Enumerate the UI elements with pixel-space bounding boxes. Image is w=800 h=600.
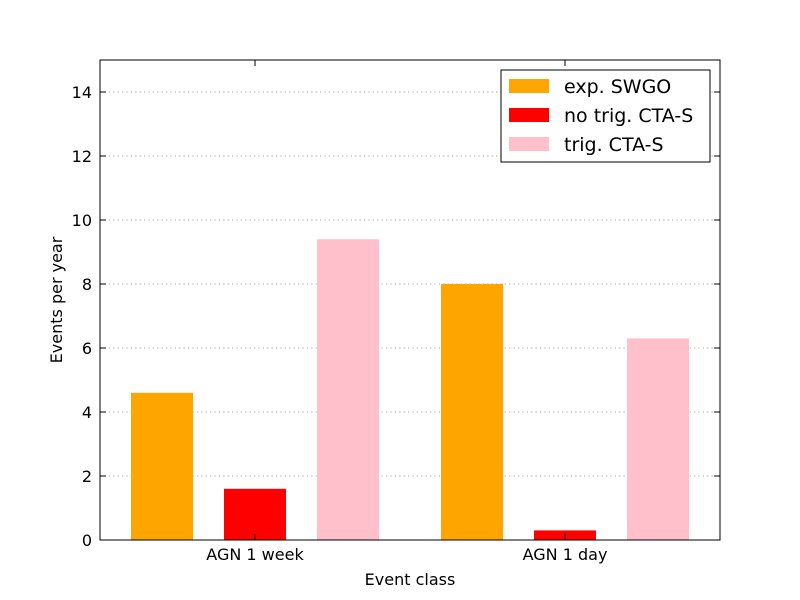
bar-trig-cta-s-agn-1-day	[627, 338, 689, 540]
legend: exp. SWGO no trig. CTA-S trig. CTA-S	[500, 69, 711, 163]
legend-label-trig-cta-s: trig. CTA-S	[564, 134, 664, 156]
bar-exp-swgo-agn-1-week	[131, 392, 193, 540]
legend-label-exp-swgo: exp. SWGO	[564, 76, 671, 98]
bar-exp-swgo-agn-1-day	[441, 284, 503, 540]
bars	[131, 239, 689, 540]
bar-trig-cta-s-agn-1-week	[317, 239, 379, 540]
bar-no-trig-cta-s-agn-1-week	[224, 488, 286, 540]
y-tick-label: 4	[82, 403, 92, 422]
legend-label-no-trig-cta-s: no trig. CTA-S	[564, 105, 693, 127]
y-tick-label: 8	[82, 275, 92, 294]
ticks: 0 2 4 6 8 10 12 14 AGN 1 week AGN 1 day	[72, 60, 720, 564]
y-tick-label: 0	[82, 531, 92, 550]
legend-swatch-no-trig-cta-s	[509, 108, 549, 122]
y-tick-label: 6	[82, 339, 92, 358]
y-tick-label: 12	[72, 147, 92, 166]
y-tick-label: 2	[82, 467, 92, 486]
legend-swatch-trig-cta-s	[509, 137, 549, 151]
x-tick-label: AGN 1 day	[523, 545, 608, 564]
x-tick-label: AGN 1 week	[206, 545, 304, 564]
y-axis-label: Events per year	[47, 236, 66, 363]
y-tick-label: 14	[72, 83, 92, 102]
plot-frame	[99, 59, 721, 541]
x-axis-label: Event class	[365, 570, 456, 589]
legend-swatch-exp-swgo	[509, 79, 549, 93]
y-tick-label: 10	[72, 211, 92, 230]
